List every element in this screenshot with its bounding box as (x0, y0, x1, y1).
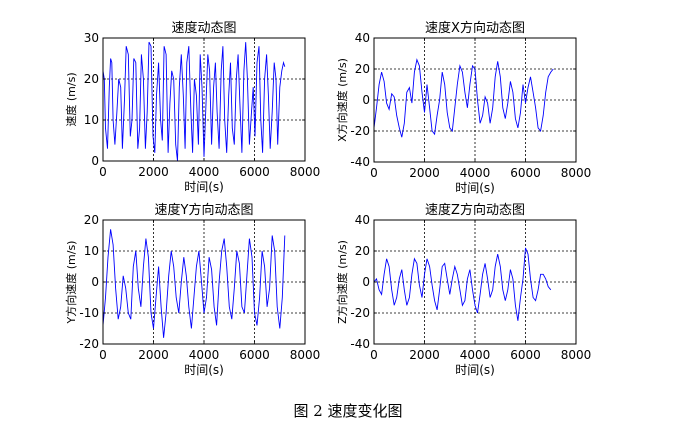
panel-title: 速度X方向动态图 (425, 20, 525, 36)
y-tick-label: 0 (91, 275, 99, 289)
y-axis-label: Y方向速度 (m/s) (64, 241, 78, 325)
series-line (102, 229, 286, 338)
panel-title: 速度Z方向动态图 (425, 202, 525, 218)
x-tick-label: 2000 (409, 166, 440, 180)
x-tick-label: 6000 (510, 348, 541, 362)
x-tick-label: 0 (370, 348, 378, 362)
y-tick-label: 20 (84, 72, 99, 86)
chart-panel-x-speed: 速度X方向动态图 时间(s) X方向速度 (m/s) 0 2000 4000 6000… (335, 20, 591, 195)
y-tick-label: 10 (84, 244, 99, 258)
x-axis-label: 时间(s) (184, 363, 224, 377)
y-tick-label: 20 (84, 213, 99, 227)
chart-panel-y-speed: 速度Y方向动态图 时间(s) Y方向速度 (m/s) 0 2000 4000 6000… (64, 202, 320, 377)
x-tick-label: 8000 (290, 348, 321, 362)
y-tick-label: 0 (362, 275, 370, 289)
x-tick-label: 0 (99, 348, 107, 362)
x-tick-label: 0 (99, 165, 107, 179)
y-tick-label: 20 (355, 62, 370, 76)
chart-panel-speed: 速度动态图 时间(s) 速度 (m/s) 0 2000 4000 6000 8000 0 1… (64, 20, 320, 194)
x-tick-label: 6000 (510, 166, 541, 180)
x-tick-label: 8000 (561, 348, 592, 362)
y-tick-label: 0 (91, 154, 99, 168)
x-tick-label: 8000 (561, 166, 592, 180)
series-line (373, 247, 552, 321)
x-tick-label: 4000 (189, 348, 220, 362)
y-tick-label: 30 (84, 31, 99, 45)
y-tick-label: 40 (355, 31, 370, 45)
x-tick-label: 8000 (290, 165, 321, 179)
x-tick-label: 4000 (460, 348, 491, 362)
panel-title: 速度Y方向动态图 (155, 202, 254, 218)
y-tick-label: -20 (350, 306, 370, 320)
y-tick-label: 40 (355, 213, 370, 227)
x-tick-label: 4000 (189, 165, 220, 179)
x-tick-label: 2000 (138, 348, 169, 362)
series-line (102, 41, 286, 162)
x-tick-label: 4000 (460, 166, 491, 180)
y-axis-label: X方向速度 (m/s) (335, 58, 349, 142)
x-tick-label: 2000 (138, 165, 169, 179)
x-axis-label: 时间(s) (184, 180, 224, 194)
y-tick-label: 0 (362, 93, 370, 107)
x-tick-label: 0 (370, 166, 378, 180)
x-axis-label: 时间(s) (455, 363, 495, 377)
panel-title: 速度动态图 (171, 20, 236, 36)
figure-caption: 图 2 速度变化图 (293, 402, 402, 420)
y-tick-label: -40 (350, 155, 370, 169)
y-tick-label: -20 (350, 124, 370, 138)
y-tick-label: -20 (79, 337, 99, 351)
y-axis-label: 速度 (m/s) (64, 72, 78, 126)
chart-panel-z-speed: 速度Z方向动态图 时间(s) Z方向速度 (m/s) 0 2000 4000 6000… (335, 202, 591, 377)
y-tick-label: -40 (350, 337, 370, 351)
x-tick-label: 6000 (239, 348, 270, 362)
y-tick-label: 10 (84, 113, 99, 127)
x-tick-label: 6000 (239, 165, 270, 179)
y-axis-label: Z方向速度 (m/s) (335, 240, 349, 324)
y-tick-label: -10 (79, 306, 99, 320)
series-line (373, 58, 554, 138)
y-tick-label: 20 (355, 244, 370, 258)
x-axis-label: 时间(s) (455, 181, 495, 195)
x-tick-label: 2000 (409, 348, 440, 362)
